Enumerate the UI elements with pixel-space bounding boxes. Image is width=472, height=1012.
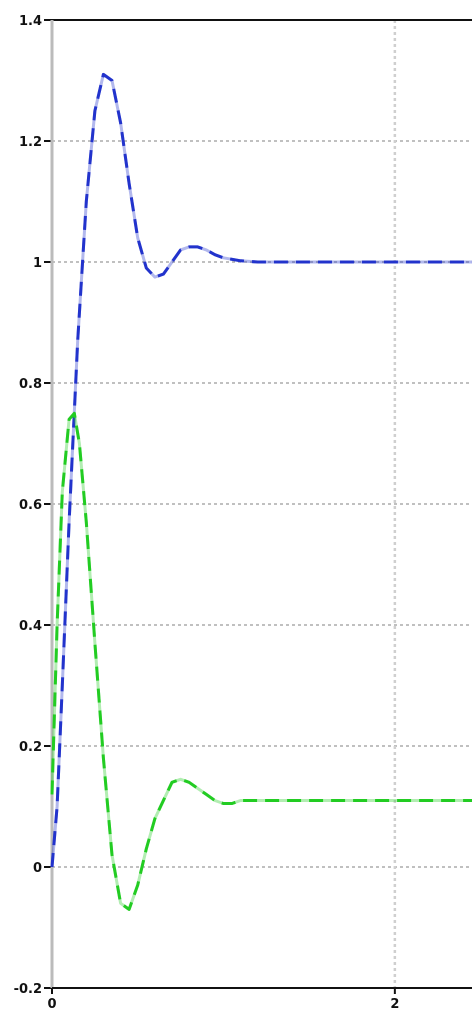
y-tick-label: -0.2	[14, 982, 42, 997]
y-tick-label: 0.6	[19, 498, 42, 513]
series-0-line	[50, 72, 472, 868]
axes	[44, 19, 472, 994]
grid-lines	[52, 20, 472, 988]
y-tick-label: 0.2	[19, 740, 42, 755]
x-tick-label: 0	[47, 997, 56, 1012]
y-tick-label: 1.2	[19, 135, 42, 150]
y-tick-label: 0.8	[19, 377, 42, 392]
y-tick-label: 0	[33, 861, 42, 876]
y-tick-label: 1	[33, 256, 42, 271]
series-layer	[50, 72, 472, 911]
y-tick-label: 0.4	[19, 619, 42, 634]
y-tick-label: 1.4	[19, 14, 42, 29]
series-0-underlay	[50, 72, 472, 868]
series-1-line	[50, 411, 472, 911]
y-tick-labels: 1.4 1.2 1 0.8 0.6 0.4 0.2 0 -0.2	[14, 14, 42, 997]
series-1-underlay	[50, 411, 472, 911]
x-tick-label: 2	[390, 997, 399, 1012]
